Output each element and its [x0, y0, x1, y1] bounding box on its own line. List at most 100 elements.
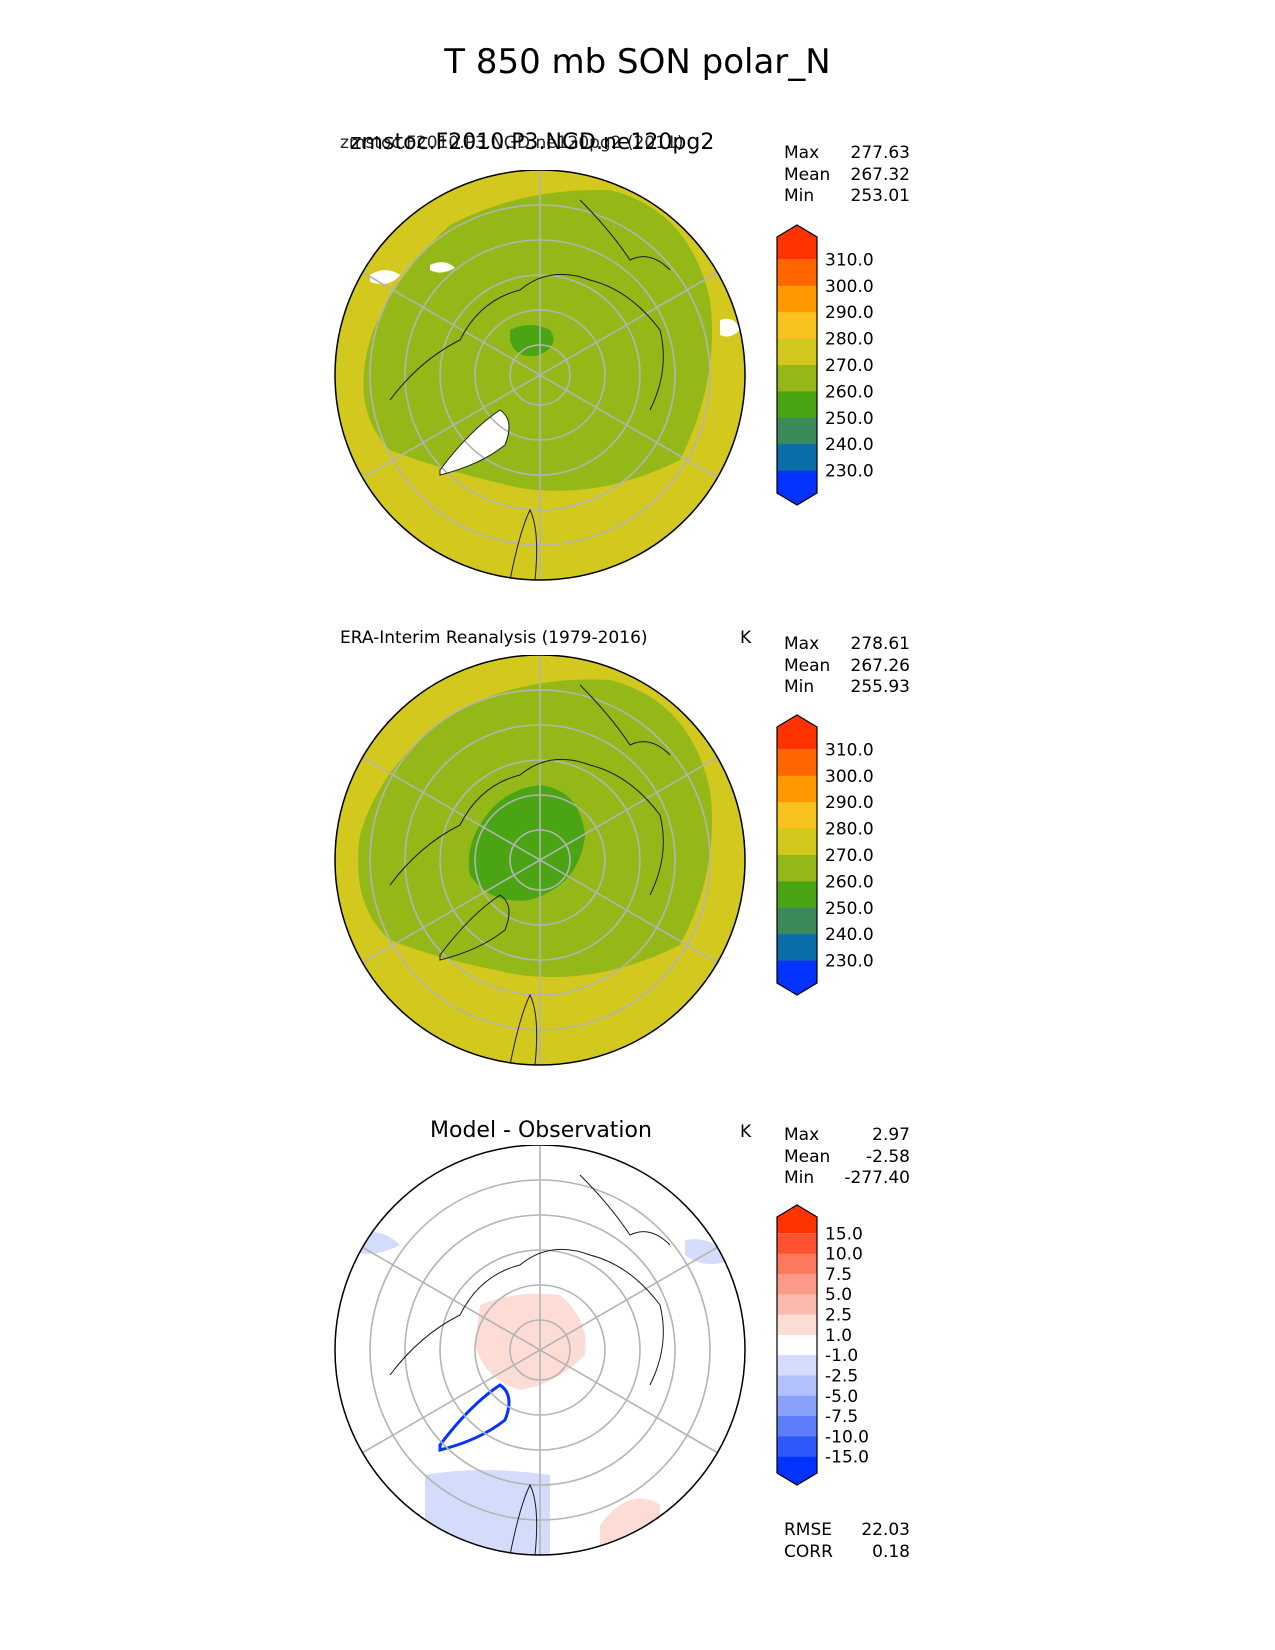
- colorbar-swatch: [777, 1395, 817, 1417]
- colorbar-swatch: [777, 1233, 817, 1255]
- stat-max: Max 277.63: [784, 143, 910, 163]
- graticule: [361, 655, 719, 1065]
- colorbar-tick-label: -2.5: [825, 1366, 858, 1386]
- colorbar-tick-label: 5.0: [825, 1285, 852, 1305]
- colorbar-swatch: [777, 470, 817, 505]
- panel1-polar-map: [334, 170, 746, 581]
- colorbar-tick-label: 2.5: [825, 1306, 852, 1326]
- colorbar-tick-label: 15.0: [825, 1224, 863, 1244]
- panel1-title: zmstoc.F2010.P3.NGD.ne120pg2: [350, 130, 715, 155]
- stat-min: Min -277.40: [784, 1168, 910, 1188]
- colorbar-swatch: [777, 1456, 817, 1485]
- colorbar-swatch: [777, 312, 817, 340]
- panel2-stats: Max 278.61 Mean 267.26 Min 255.93: [784, 634, 910, 699]
- colorbar-swatch: [777, 1334, 817, 1356]
- panel3-colorbar: 15.010.07.55.02.51.0-1.0-2.5-5.0-7.5-10.…: [776, 1204, 869, 1486]
- colorbar-swatch: [777, 338, 817, 366]
- colorbar-swatch: [777, 1273, 817, 1295]
- colorbar-swatch: [777, 1416, 817, 1437]
- colorbar-swatch: [777, 934, 817, 962]
- graticule: [361, 1145, 719, 1555]
- figure-title: T 850 mb SON polar_N: [444, 42, 831, 82]
- colorbar-tick-label: 270.0: [825, 356, 874, 376]
- field-warm-anomaly: [475, 1293, 586, 1390]
- panel1-stats: Max 277.63 Mean 267.32 Min 253.01: [784, 143, 910, 208]
- colorbar-swatch: [777, 960, 817, 995]
- colorbar-swatch: [777, 1355, 817, 1376]
- colorbar-swatch: [777, 749, 817, 777]
- colorbar-swatch: [777, 1205, 817, 1234]
- colorbar-outline: [776, 714, 818, 996]
- panel2-units: K: [740, 628, 752, 648]
- colorbar-swatch: [777, 1253, 817, 1275]
- graticule: [361, 170, 719, 580]
- missing-patch: [430, 262, 455, 273]
- field-cold-anomaly: [685, 1239, 730, 1264]
- colorbar-tick-label: 270.0: [825, 846, 874, 866]
- colorbar-tick-label: 260.0: [825, 382, 874, 402]
- colorbar-tick-label: 280.0: [825, 330, 874, 350]
- stat-min: Min 253.01: [784, 186, 910, 206]
- colorbar-tick-label: 260.0: [825, 872, 874, 892]
- colorbar-swatch: [777, 391, 817, 419]
- colorbar-swatch: [777, 285, 817, 313]
- colorbar-tick-label: 240.0: [825, 435, 874, 455]
- field-cold-core: [468, 785, 585, 901]
- coastlines: [389, 1174, 671, 1555]
- panel1-title-overlap: zmstoc.F2010.P3.NGD.ne120pg2 (2011): [340, 133, 684, 153]
- colorbar-tick-label: -10.0: [825, 1427, 869, 1447]
- colorbar-swatch: [777, 855, 817, 882]
- colorbar-swatch: [777, 1314, 817, 1336]
- colorbar-swatch: [777, 365, 817, 392]
- colorbar-tick-label: 280.0: [825, 820, 874, 840]
- panel3-polar-map: [334, 1145, 746, 1556]
- colorbar-swatch: [777, 907, 817, 935]
- colorbar-swatch: [777, 1375, 817, 1397]
- colorbar-tick-label: 230.0: [825, 462, 874, 482]
- colorbar-tick-label: 250.0: [825, 899, 874, 919]
- colorbar-outline: [776, 1204, 818, 1486]
- colorbar-tick-label: 7.5: [825, 1265, 852, 1285]
- stat-mean: Mean 267.26: [784, 655, 910, 676]
- colorbar-tick-label: 230.0: [825, 952, 874, 972]
- colorbar-tick-label: -7.5: [825, 1407, 858, 1427]
- stat-max: Max 2.97: [784, 1125, 910, 1145]
- panel2-polar-map: [334, 655, 746, 1066]
- colorbar-tick-label: 300.0: [825, 277, 874, 297]
- greenland-anomaly-outline: [438, 1383, 511, 1452]
- colorbar-swatch: [777, 444, 817, 472]
- missing-patch: [720, 318, 740, 337]
- colorbar-tick-label: 240.0: [825, 925, 874, 945]
- colorbar-tick-label: 10.0: [825, 1245, 863, 1265]
- colorbar-swatch: [777, 802, 817, 830]
- panel3-stats: Max 2.97 Mean -2.58 Min -277.40: [784, 1125, 910, 1190]
- colorbar-swatch: [777, 225, 817, 260]
- colorbar-tick-label: 250.0: [825, 409, 874, 429]
- colorbar-tick-label: -1.0: [825, 1346, 858, 1366]
- map-border: [334, 1145, 746, 1556]
- colorbar-tick-label: 1.0: [825, 1326, 852, 1346]
- colorbar-outline: [776, 224, 818, 506]
- field-cold-core: [510, 325, 554, 356]
- colorbar-tick-label: 290.0: [825, 303, 874, 323]
- colorbar-tick-label: 300.0: [825, 767, 874, 787]
- colorbar-swatch: [777, 417, 817, 445]
- stat-min: Min 255.93: [784, 677, 910, 697]
- colorbar-tick-label: -15.0: [825, 1448, 869, 1468]
- stat-max: Max 278.61: [784, 634, 910, 654]
- colorbar-swatch: [777, 259, 817, 287]
- map-border: [334, 170, 746, 581]
- coastlines: [389, 684, 671, 1065]
- colorbar-tick-label: 310.0: [825, 740, 874, 760]
- colorbar-tick-label: 310.0: [825, 250, 874, 270]
- greenland-missing: [440, 410, 509, 475]
- stat-mean: Mean -2.58: [784, 1146, 910, 1167]
- colorbar-swatch: [777, 1294, 817, 1316]
- colorbar-swatch: [777, 1436, 817, 1458]
- panel3-metrics: RMSE 22.03 CORR 0.18: [784, 1520, 910, 1563]
- colorbar-swatch: [777, 775, 817, 803]
- colorbar-tick-label: 290.0: [825, 793, 874, 813]
- map-border: [334, 655, 746, 1066]
- coastlines: [389, 199, 671, 580]
- colorbar-swatch: [777, 715, 817, 750]
